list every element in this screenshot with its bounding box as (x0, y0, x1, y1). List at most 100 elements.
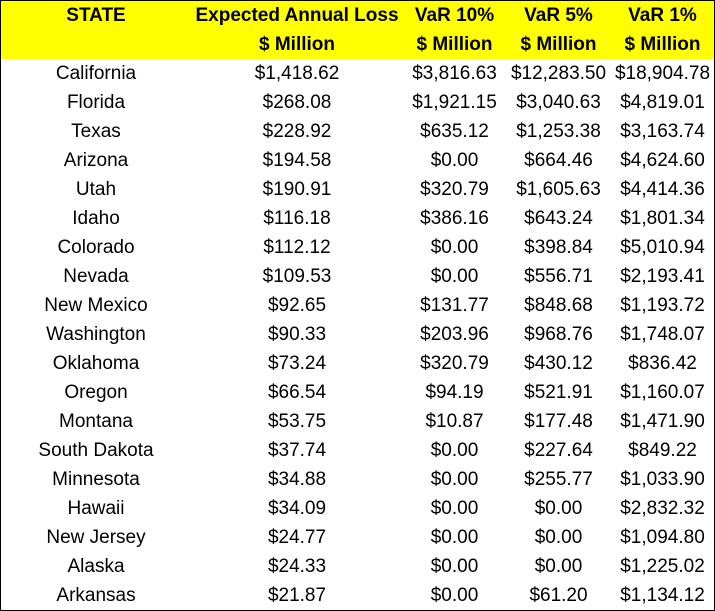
expected-annual-loss-cell: $34.09 (267, 497, 327, 519)
table-row: Nevada $109.53 $0.00 $556.71 $2,193.41 (1, 262, 714, 291)
var-5-cell: $398.84 (524, 236, 593, 258)
var-5-cell: $430.12 (524, 352, 593, 374)
var-10-cell: $0.00 (430, 584, 479, 606)
var-1-cell: $1,193.72 (620, 294, 705, 316)
header-var-1-unit: $ Million (624, 33, 701, 55)
table-row: South Dakota $37.74 $0.00 $227.64 $849.22 (1, 436, 714, 465)
expected-annual-loss-cell: $109.53 (262, 265, 332, 287)
header-expected-annual-loss-unit: $ Million (259, 33, 335, 55)
state-cell: Alaska (67, 555, 125, 577)
var-5-cell: $177.48 (524, 410, 593, 432)
var-5-cell: $848.68 (524, 294, 593, 316)
var-5-cell: $664.46 (524, 149, 593, 171)
header-var-10-unit: $ Million (416, 33, 493, 55)
var-10-cell: $0.00 (430, 149, 479, 171)
table-row: Florida $268.08 $1,921.15 $3,040.63 $4,819.0… (1, 88, 714, 117)
var-5-cell: $556.71 (524, 265, 593, 287)
state-cell: Oregon (64, 381, 128, 403)
table-row: Hawaii $34.09 $0.00 $0.00 $2,832.32 (1, 494, 714, 523)
expected-annual-loss-cell: $268.08 (262, 91, 332, 113)
var-5-cell: $643.24 (524, 207, 593, 229)
expected-annual-loss-cell: $228.92 (262, 120, 332, 142)
var-5-cell: $227.64 (524, 439, 593, 461)
state-cell: Minnesota (52, 468, 140, 490)
expected-annual-loss-cell: $90.33 (267, 323, 327, 345)
state-cell: Arizona (63, 149, 129, 171)
var-1-cell: $1,471.90 (620, 410, 705, 432)
header-state: STATE (66, 4, 126, 26)
expected-annual-loss-cell: $21.87 (267, 584, 327, 606)
table-row: Arizona $194.58 $0.00 $664.46 $4,624.60 (1, 146, 714, 175)
var-10-cell: $0.00 (430, 468, 479, 490)
var-10-cell: $0.00 (430, 265, 479, 287)
table-row: Utah $190.91 $320.79 $1,605.63 $4,414.36 (1, 175, 714, 204)
var-10-cell: $3,816.63 (412, 62, 497, 84)
var-1-cell: $1,801.34 (620, 207, 705, 229)
var-10-cell: $0.00 (430, 526, 479, 548)
var-1-cell: $4,414.36 (620, 178, 705, 200)
table-row: Montana $53.75 $10.87 $177.48 $1,471.90 (1, 407, 714, 436)
var-10-cell: $320.79 (420, 352, 489, 374)
var-1-cell: $3,163.74 (620, 120, 705, 142)
expected-annual-loss-cell: $112.12 (263, 236, 331, 258)
expected-annual-loss-cell: $1,418.62 (254, 62, 340, 84)
var-1-cell: $1,748.07 (620, 323, 705, 345)
var-1-cell: $849.22 (628, 439, 697, 461)
header-var-5: VaR 5% (524, 4, 593, 26)
var-5-cell: $968.76 (524, 323, 593, 345)
var-1-cell: $836.42 (628, 352, 697, 374)
expected-annual-loss-cell: $73.24 (267, 352, 327, 374)
table-row: Texas $228.92 $635.12 $1,253.38 $3,163.74 (1, 117, 714, 146)
var-1-cell: $4,819.01 (620, 91, 705, 113)
var-5-cell: $61.20 (529, 584, 588, 606)
state-cell: Idaho (72, 207, 120, 229)
table-row: Oklahoma $73.24 $320.79 $430.12 $836.42 (1, 349, 714, 378)
var-10-cell: $1,921.15 (412, 91, 497, 113)
expected-annual-loss-cell: $34.88 (267, 468, 327, 490)
var-5-cell: $12,283.50 (510, 62, 607, 84)
var-5-cell: $0.00 (534, 497, 583, 519)
var-10-cell: $94.19 (425, 381, 484, 403)
table-row: California $1,418.62 $3,816.63 $12,283.50 $1… (1, 59, 714, 88)
header-var-10: VaR 10% (414, 4, 495, 26)
var-5-cell: $1,253.38 (516, 120, 601, 142)
table-row: Colorado $112.12 $0.00 $398.84 $5,010.94 (1, 233, 714, 262)
state-cell: Montana (59, 410, 133, 432)
table-row: Arkansas $21.87 $0.00 $61.20 $1,134.12 (1, 581, 714, 610)
table-body: California $1,418.62 $3,816.63 $12,283.50 $1… (1, 59, 714, 610)
var-5-cell: $0.00 (534, 555, 583, 577)
state-cell: Texas (71, 120, 121, 142)
var-1-cell: $1,033.90 (620, 468, 705, 490)
var-10-cell: $386.16 (420, 207, 489, 229)
expected-annual-loss-cell: $37.74 (267, 439, 327, 461)
state-cell: New Mexico (44, 294, 148, 316)
header-expected-annual-loss: Expected Annual Loss (195, 4, 399, 26)
var-10-cell: $0.00 (430, 497, 479, 519)
state-cell: Colorado (57, 236, 135, 258)
header-row-1: STATE Expected Annual Loss VaR 10% VaR 5… (1, 1, 714, 30)
var-5-cell: $255.77 (524, 468, 593, 490)
var-1-cell: $5,010.94 (620, 236, 705, 258)
var-1-cell: $18,904.78 (614, 62, 711, 84)
state-cell: Oklahoma (52, 352, 140, 374)
table-row: Oregon $66.54 $94.19 $521.91 $1,160.07 (1, 378, 714, 407)
var-5-cell: $1,605.63 (516, 178, 601, 200)
var-10-cell: $635.12 (420, 120, 489, 142)
state-cell: South Dakota (38, 439, 154, 461)
state-cell: Washington (46, 323, 146, 345)
var-10-cell: $0.00 (430, 236, 479, 258)
table-row: Alaska $24.33 $0.00 $0.00 $1,225.02 (1, 552, 714, 581)
expected-annual-loss-cell: $53.75 (267, 410, 327, 432)
var-10-cell: $131.77 (420, 294, 489, 316)
var-1-cell: $1,094.80 (620, 526, 705, 548)
table-row: New Mexico $92.65 $131.77 $848.68 $1,193.72 (1, 291, 714, 320)
header-row-2: $ Million $ Million $ Million $ Million (1, 30, 714, 59)
expected-annual-loss-cell: $116.18 (263, 207, 331, 229)
var-5-cell: $521.91 (524, 381, 593, 403)
state-cell: Utah (75, 178, 117, 200)
var-5-cell: $3,040.63 (516, 91, 601, 113)
var-10-cell: $0.00 (430, 439, 479, 461)
var-10-cell: $0.00 (430, 555, 479, 577)
